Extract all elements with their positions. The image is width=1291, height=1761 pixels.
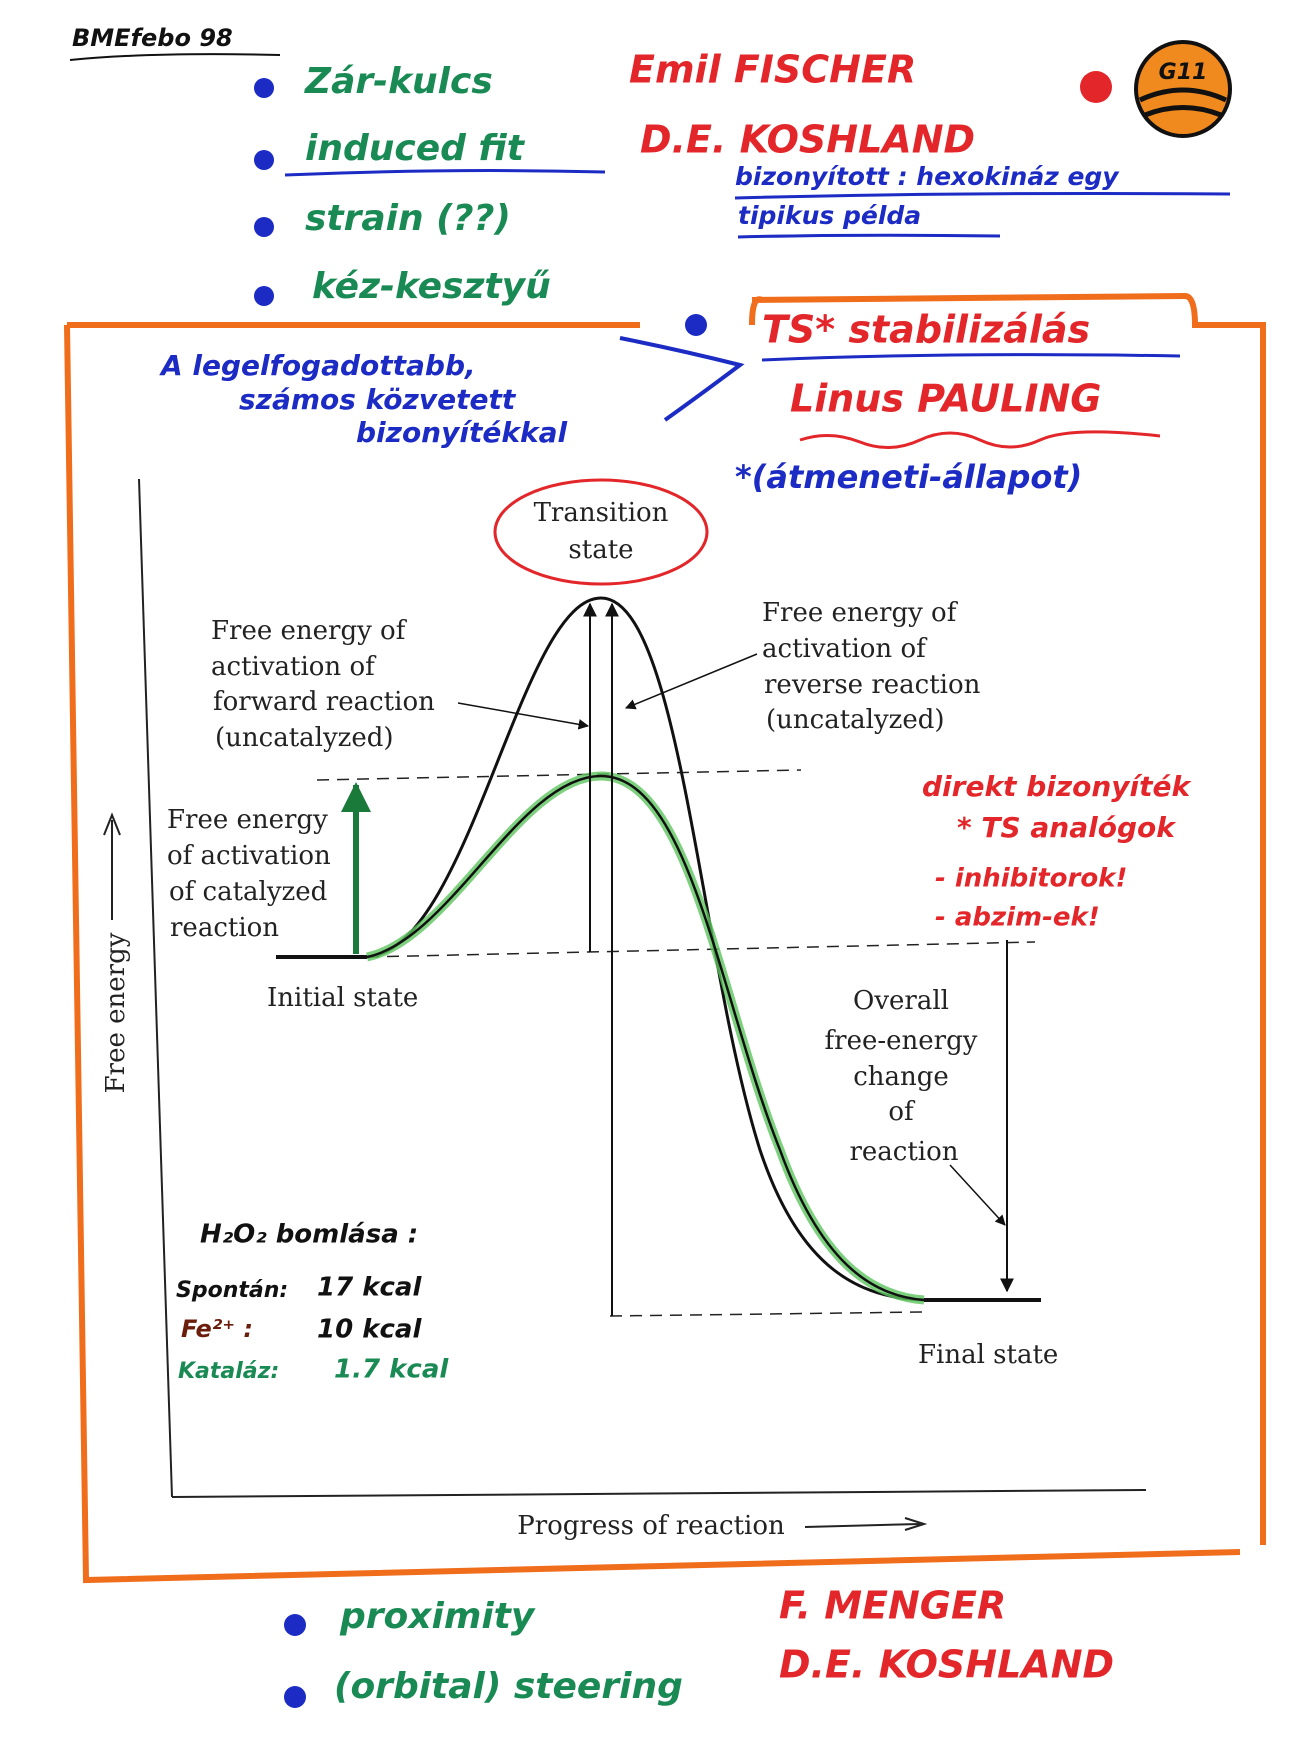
- ts-label: Transition: [534, 498, 669, 528]
- comment: számos közvetett: [239, 383, 517, 416]
- reverse-label: activation of: [762, 634, 928, 664]
- bullet: [254, 217, 274, 237]
- mechanism-author: D.E. KOSHLAND: [640, 118, 975, 162]
- reverse-label: (uncatalyzed): [766, 705, 945, 735]
- h2o2-title: H₂O₂ bomlása :: [200, 1220, 418, 1250]
- badge-label: G11: [1159, 60, 1208, 85]
- forward-label: forward reaction: [213, 687, 435, 717]
- bullet: [254, 78, 274, 98]
- catalyzed-label: of activation: [167, 841, 331, 871]
- evidence-note: - abzim-ek!: [935, 903, 1100, 933]
- bullet: [254, 150, 274, 170]
- ts-ellipse: [493, 478, 709, 586]
- overall-label: of: [888, 1097, 916, 1127]
- bullet: [284, 1614, 306, 1636]
- overall-label: Overall: [853, 986, 949, 1016]
- h2o2-value: 1.7 kcal: [334, 1355, 449, 1385]
- dashed-level: [316, 769, 802, 781]
- overall-label: reaction: [849, 1137, 958, 1167]
- mechanism-author: Linus PAULING: [790, 377, 1101, 421]
- ts-label: state: [568, 535, 633, 565]
- evidence-note: * TS analógok: [957, 811, 1177, 844]
- mechanism-note: bizonyított : hexokináz egy: [735, 162, 1120, 191]
- axis-arrow: [804, 1517, 928, 1531]
- red-dot: [1080, 71, 1112, 103]
- frame: [64, 292, 1266, 1584]
- overall-label: change: [853, 1062, 949, 1092]
- badge-waves: [1138, 87, 1228, 118]
- underline: [799, 430, 1161, 449]
- dashed-level: [609, 1311, 925, 1317]
- extra-label: proximity: [339, 1596, 536, 1637]
- comment: A legelfogadottabb,: [159, 349, 476, 382]
- mechanism-label: induced fit: [305, 128, 526, 169]
- evidence-note: direkt bizonyíték: [922, 770, 1193, 803]
- mechanism-author: Emil FISCHER: [629, 48, 916, 92]
- extra-label: (orbital) steering: [334, 1666, 683, 1707]
- comment: bizonyítékkal: [356, 416, 567, 449]
- catalyzed-curve: [366, 774, 925, 1302]
- axis-arrow: [103, 812, 121, 920]
- catalyzed-label: Free energy: [167, 805, 328, 835]
- y-axis: [138, 478, 173, 1498]
- bullet: [685, 314, 707, 336]
- x-axis: [171, 1489, 1147, 1498]
- reverse-label: Free energy of: [762, 598, 959, 628]
- y-axis-label: Free energy: [101, 932, 131, 1093]
- mechanism-label: kéz-kesztyű: [312, 266, 551, 307]
- tag-underline: [69, 53, 281, 61]
- reverse-label: reverse reaction: [764, 670, 981, 700]
- initial-state-label: Initial state: [267, 983, 418, 1013]
- mechanism-label: strain (??): [305, 198, 511, 239]
- mechanism-label: Zár-kulcs: [304, 61, 493, 102]
- catalyzed-label: reaction: [170, 913, 279, 943]
- bullet: [254, 286, 274, 306]
- pointer: [949, 1164, 1006, 1226]
- evidence-note: - inhibitorok!: [935, 864, 1127, 894]
- mechanism-note: *(átmeneti-állapot): [735, 458, 1082, 496]
- h2o2-label: Spontán:: [176, 1278, 288, 1303]
- h2o2-value: 10 kcal: [317, 1315, 422, 1345]
- mechanism-label: TS* stabilizálás: [762, 308, 1090, 352]
- forward-label: (uncatalyzed): [215, 723, 394, 753]
- extra-author: F. MENGER: [779, 1584, 1006, 1628]
- underline: [734, 192, 1231, 239]
- pointer: [625, 653, 758, 710]
- x-axis-label: Progress of reaction: [517, 1511, 785, 1541]
- underline: [284, 169, 606, 177]
- dashed-level: [366, 941, 1036, 958]
- h2o2-label: Fe²⁺ :: [181, 1315, 253, 1343]
- final-state-label: Final state: [918, 1340, 1058, 1370]
- tag: BMEfebo 98: [72, 24, 233, 52]
- pointer: [457, 702, 590, 730]
- catalyzed-label: of catalyzed: [169, 877, 327, 907]
- bracket: [619, 336, 745, 422]
- uncatalyzed-curve: [366, 596, 925, 1302]
- extra-author: D.E. KOSHLAND: [779, 1643, 1114, 1687]
- underline: [761, 353, 1181, 362]
- h2o2-value: 17 kcal: [317, 1273, 422, 1303]
- h2o2-label: Kataláz:: [178, 1359, 279, 1384]
- overall-label: free-energy: [825, 1026, 978, 1056]
- mechanism-note: tipikus példa: [738, 201, 921, 230]
- forward-label: Free energy of: [211, 616, 408, 646]
- forward-label: activation of: [211, 652, 377, 682]
- bullet: [284, 1686, 306, 1708]
